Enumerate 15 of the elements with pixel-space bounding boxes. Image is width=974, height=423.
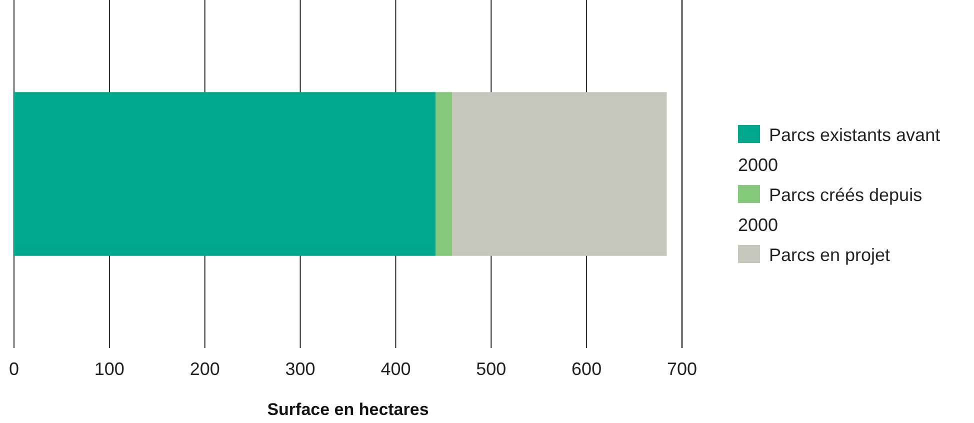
bar <box>436 92 452 256</box>
legend-label: Parcs existants avant 2000 <box>738 125 940 175</box>
x-axis-title: Surface en hectares <box>267 400 429 419</box>
x-tick-label: 100 <box>94 359 124 379</box>
x-tick-label: 300 <box>285 359 316 379</box>
legend-label: Parcs créés depuis 2000 <box>738 185 922 235</box>
x-tick-label: 0 <box>8 359 20 379</box>
x-tick-label: 400 <box>380 359 411 379</box>
x-tick-label: 600 <box>572 359 602 379</box>
x-tick-label: 500 <box>476 359 506 379</box>
bar <box>452 92 667 256</box>
x-tick-label: 200 <box>190 359 220 379</box>
legend-label: Parcs en projet <box>769 245 890 265</box>
x-tick-label: 700 <box>666 359 698 379</box>
bar <box>14 92 436 256</box>
